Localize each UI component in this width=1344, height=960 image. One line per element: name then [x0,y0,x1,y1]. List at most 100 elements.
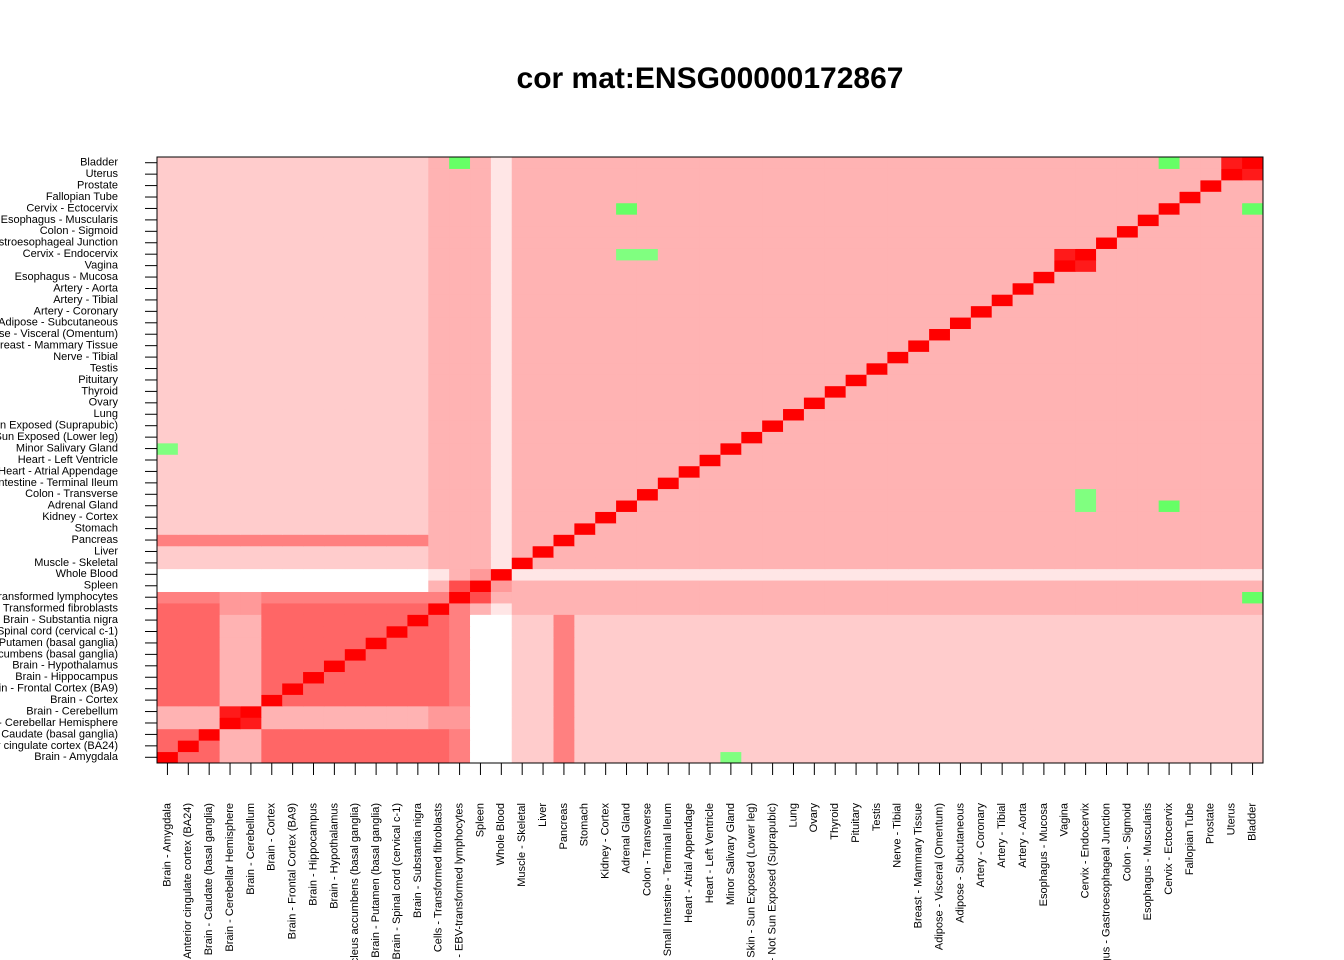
heatmap-cell [845,511,868,524]
heatmap-cell [365,740,388,753]
heatmap-cell [1054,397,1076,410]
heatmap-cell [470,557,492,570]
heatmap-cell [386,328,408,341]
heatmap-cell [490,317,513,330]
heatmap-cell [553,431,575,444]
heatmap-cell [908,339,930,352]
heatmap-cell [177,442,200,455]
heatmap-cell [1033,225,1055,238]
heatmap-cell [1200,717,1222,730]
heatmap-cell [219,568,241,581]
heatmap-cell [720,179,742,192]
heatmap-cell [657,648,680,661]
heatmap-cell [845,682,868,695]
heatmap-cell [1033,614,1055,627]
heatmap-cell [574,431,596,444]
heatmap-cell [303,580,325,592]
heatmap-cell [1200,568,1222,581]
heatmap-cell [908,305,930,318]
heatmap-cell [574,248,596,261]
heatmap-cell [1012,431,1034,444]
heatmap-cell [762,477,784,490]
heatmap-cell [177,580,200,592]
heatmap-cell [157,408,179,421]
heatmap-cell [1242,419,1264,432]
heatmap-cell [1158,682,1181,695]
heatmap-cell [991,740,1014,753]
heatmap-cell [1179,511,1201,524]
heatmap-cell [532,602,554,615]
heatmap-cell [574,214,596,227]
heatmap-cell [616,202,638,215]
heatmap-cell [553,362,575,375]
heatmap-cell [344,717,367,730]
heatmap-cell [803,294,826,307]
x-tick-label: Cells - EBV-transformed lymphocytes [453,803,465,960]
heatmap-cell [344,568,367,581]
heatmap-cell [720,488,742,501]
heatmap-cell [1012,682,1034,695]
heatmap-cell [741,694,763,707]
heatmap-cell [177,339,200,352]
heatmap-cell [344,500,367,512]
heatmap-cell [323,488,346,501]
heatmap-cell [177,225,200,238]
heatmap-cell [1012,225,1034,238]
heatmap-cell [824,294,847,307]
heatmap-cell [1179,408,1201,421]
heatmap-cell [407,225,429,238]
heatmap-cell [657,282,680,295]
heatmap-cell [1075,637,1097,650]
heatmap-cell [511,545,534,558]
heatmap-cell [1033,374,1055,387]
heatmap-cell [470,339,492,352]
heatmap-cell [386,408,408,421]
heatmap-cell [386,694,408,707]
heatmap-cell [449,568,471,581]
heatmap-cell [386,442,408,455]
heatmap-cell [177,671,200,684]
heatmap-cell [929,351,951,364]
heatmap-cell [1158,488,1181,501]
heatmap-cell [866,225,888,238]
heatmap-cell [198,728,221,741]
heatmap-cell [1012,271,1034,284]
heatmap-cell [1158,545,1181,558]
heatmap-cell [303,294,325,307]
heatmap-cell [365,294,388,307]
heatmap-cell [532,351,554,364]
heatmap-cell [741,317,763,330]
heatmap-cell [386,728,408,741]
heatmap-cell [1137,614,1160,627]
heatmap-cell [1033,248,1055,261]
heatmap-cell [866,728,888,741]
heatmap-cell [157,168,179,181]
heatmap-cell [929,431,951,444]
x-tick-label: Small Intestine - Terminal Ileum [662,803,674,956]
heatmap-cell [449,614,471,627]
heatmap-cell [1242,271,1264,284]
heatmap-cell [323,397,346,410]
heatmap-cell [553,179,575,192]
heatmap-cell [1242,477,1264,490]
heatmap-cell [574,648,596,661]
heatmap-cell [636,157,659,169]
heatmap-cell [929,557,951,570]
heatmap-cell [699,362,721,375]
heatmap-cell [783,522,805,535]
heatmap-cell [1221,580,1243,592]
heatmap-cell [240,522,262,535]
heatmap-cell [657,717,680,730]
heatmap-cell [720,534,742,547]
heatmap-cell [1137,202,1160,215]
heatmap-cell [1221,157,1243,169]
heatmap-cell [407,545,429,558]
heatmap-cell [386,179,408,192]
heatmap-cell [803,648,826,661]
heatmap-cell [803,397,826,410]
x-tick-label: Skin - Not Sun Exposed (Suprapubic) [767,803,779,960]
heatmap-cell [303,397,325,410]
heatmap-cell [386,751,408,764]
heatmap-cell [282,740,304,753]
heatmap-cell [511,179,534,192]
